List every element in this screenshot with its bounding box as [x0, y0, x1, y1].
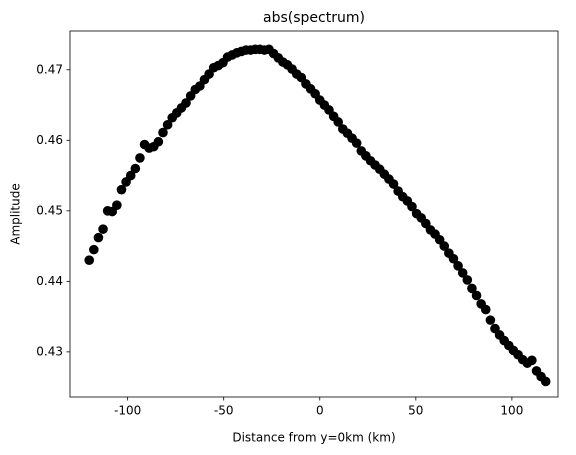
point [116, 184, 127, 195]
point [112, 200, 122, 210]
point [388, 179, 399, 189]
point [540, 376, 551, 387]
x-tick-label: -50 [214, 404, 234, 418]
point [527, 355, 537, 366]
point [333, 117, 344, 127]
point [153, 136, 164, 147]
point [448, 253, 459, 264]
point [439, 241, 450, 251]
point [453, 261, 463, 271]
chart-title: abs(spectrum) [263, 10, 365, 26]
x-tick-label: 100 [500, 404, 523, 418]
point [467, 283, 477, 294]
point [351, 138, 362, 148]
point [162, 119, 173, 130]
point [471, 290, 482, 301]
axes-frame [69, 30, 559, 398]
y-tick-label: 0.46 [36, 133, 63, 147]
point [125, 170, 136, 181]
x-tick-label: 0 [316, 404, 324, 418]
x-tick-label: -100 [114, 404, 141, 418]
point [158, 127, 168, 138]
point [485, 315, 496, 325]
x-tick-label: 50 [408, 404, 423, 418]
point [181, 98, 191, 108]
point [135, 153, 145, 163]
y-tick-label: 0.44 [36, 274, 63, 288]
point [457, 268, 468, 278]
point [480, 304, 491, 315]
point [84, 255, 95, 265]
y-tick-label: 0.43 [36, 344, 63, 358]
point [89, 244, 99, 255]
point [93, 232, 104, 243]
y-tick-label: 0.47 [36, 62, 63, 76]
point [130, 163, 141, 174]
point [407, 201, 417, 212]
point [98, 224, 108, 234]
y-axis-label: Amplitude [9, 183, 23, 245]
y-tick-label: 0.45 [36, 203, 63, 217]
point [462, 275, 473, 285]
x-axis-label: Distance from y=0km (km) [232, 431, 395, 445]
